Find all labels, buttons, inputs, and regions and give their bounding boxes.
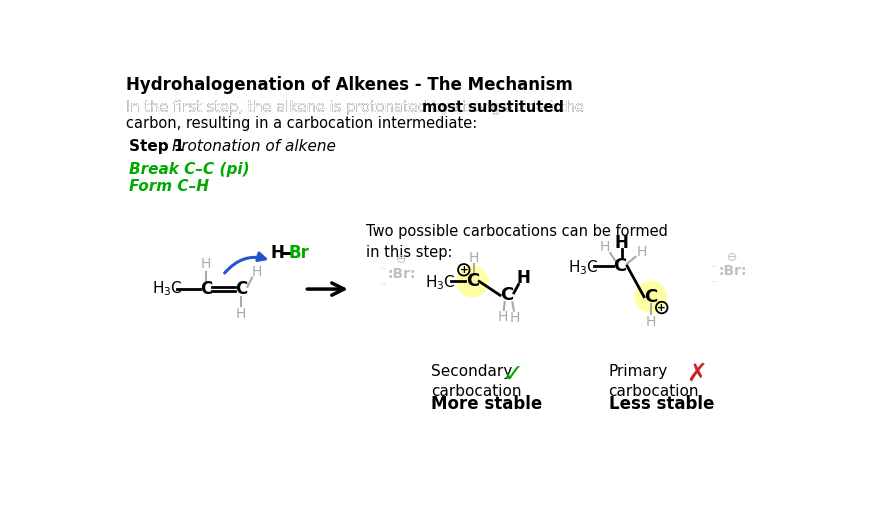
Text: More stable: More stable (431, 395, 542, 413)
Text: Two possible carbocations can be formed
in this step:: Two possible carbocations can be formed … (366, 223, 667, 260)
Text: H: H (251, 265, 261, 279)
FancyArrowPatch shape (225, 253, 265, 273)
Text: ..: .. (710, 259, 717, 269)
Text: C: C (200, 280, 211, 298)
Text: H: H (614, 234, 628, 252)
Text: In the first step, the alkene is protonated by strong acid at the most substitut: In the first step, the alkene is protona… (125, 101, 712, 116)
Text: :Br:: :Br: (718, 264, 746, 278)
Text: H: H (270, 244, 284, 262)
Text: most substituted: most substituted (421, 101, 563, 116)
Text: Step 1: Step 1 (129, 139, 184, 154)
Text: H: H (468, 251, 479, 265)
Text: H$_3$C: H$_3$C (424, 273, 455, 292)
Text: carbon, resulting in a carbocation intermediate:: carbon, resulting in a carbocation inter… (125, 116, 476, 131)
Text: In the first step, the alkene is protonated by strong acid at the: In the first step, the alkene is protona… (125, 101, 588, 116)
Text: ⊖: ⊖ (395, 253, 405, 266)
Text: +: + (459, 265, 467, 275)
Text: Hydrohalogenation of Alkenes - The Mechanism: Hydrohalogenation of Alkenes - The Mecha… (125, 76, 572, 94)
Text: ✗: ✗ (685, 362, 706, 386)
Text: ⊖: ⊖ (726, 251, 736, 264)
Text: ..: .. (380, 277, 387, 286)
Text: Primary
carbocation: Primary carbocation (608, 364, 698, 398)
Text: Form C–H: Form C–H (129, 179, 209, 194)
Text: C: C (235, 280, 247, 298)
Text: ✓: ✓ (502, 362, 523, 386)
Text: :Br:: :Br: (387, 267, 416, 281)
Text: H: H (201, 257, 210, 271)
Text: C: C (500, 286, 513, 304)
Text: H: H (599, 240, 610, 254)
Text: : Protonation of alkene: : Protonation of alkene (162, 139, 336, 154)
Text: Secondary
carbocation: Secondary carbocation (431, 364, 522, 398)
Text: ..: .. (710, 274, 717, 284)
Circle shape (635, 281, 666, 312)
Text: C: C (644, 288, 657, 306)
Text: +: + (657, 302, 666, 313)
Text: Less stable: Less stable (608, 395, 713, 413)
Text: Break C–C (pi): Break C–C (pi) (129, 162, 249, 177)
Text: ..: .. (380, 261, 387, 271)
Text: H: H (645, 315, 655, 329)
Text: H: H (517, 269, 531, 287)
Text: C: C (613, 257, 626, 275)
Text: H$_3$C: H$_3$C (567, 258, 598, 277)
Circle shape (456, 266, 487, 297)
Text: H: H (497, 310, 508, 324)
Text: H$_3$C: H$_3$C (152, 280, 182, 298)
Text: H: H (509, 311, 519, 325)
Text: C: C (465, 272, 478, 291)
Text: Br: Br (289, 244, 309, 262)
Text: H: H (636, 245, 646, 259)
Text: H: H (236, 308, 246, 321)
